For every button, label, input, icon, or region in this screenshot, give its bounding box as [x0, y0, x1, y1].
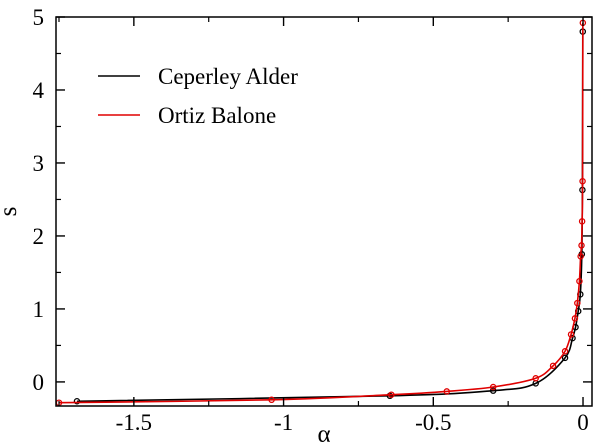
plot-frame	[55, 16, 593, 407]
data-point-ortiz-balone	[578, 218, 586, 225]
legend: Ceperley Alder Ortiz Balone	[98, 64, 298, 128]
y-tick-label: 1	[33, 297, 45, 322]
y-tick-label: 0	[33, 370, 45, 395]
x-tick-label: -0.5	[415, 410, 451, 435]
data-point-ceperley-alder	[489, 387, 497, 394]
series-layer	[56, 19, 587, 406]
y-tick-label: 5	[33, 5, 45, 30]
y-axis-title: s	[0, 207, 22, 217]
data-point-ceperley-alder	[73, 398, 81, 405]
y-tick-label: 4	[33, 78, 45, 103]
data-point-ortiz-balone	[443, 388, 451, 395]
data-point-ceperley-alder	[561, 354, 569, 362]
data-point-ortiz-balone	[578, 242, 585, 249]
ticks-layer	[56, 16, 592, 406]
data-point-ortiz-balone	[549, 362, 557, 370]
series-line-ortiz-balone	[58, 22, 584, 404]
data-point-ortiz-balone	[532, 375, 539, 382]
y-tick-label: 3	[33, 151, 45, 176]
legend-label-ortiz-balone: Ortiz Balone	[158, 103, 276, 128]
series-line-ceperley-alder	[76, 31, 584, 403]
x-tick-label: 0	[577, 410, 589, 435]
data-point-ortiz-balone	[577, 253, 584, 260]
data-point-ortiz-balone	[579, 177, 586, 185]
legend-label-ceperley-alder: Ceperley Alder	[158, 64, 298, 89]
data-point-ortiz-balone	[576, 277, 583, 285]
series-group	[56, 19, 587, 406]
data-point-ortiz-balone	[268, 396, 275, 404]
x-tick-label: -1	[274, 410, 293, 435]
data-point-ortiz-balone	[489, 383, 497, 391]
x-axis-title: α	[317, 421, 330, 447]
y-tick-label: 2	[33, 224, 45, 249]
data-point-ortiz-balone	[561, 348, 569, 355]
x-tick-label: -1.5	[116, 410, 152, 435]
labels-layer: -1.5 -1 -0.5 0 0 1 2 3 4 5	[33, 5, 589, 435]
data-point-ortiz-balone	[574, 299, 581, 307]
data-point-ortiz-balone	[388, 391, 395, 398]
data-point-ortiz-balone	[567, 331, 575, 338]
data-point-ortiz-balone	[571, 315, 579, 322]
